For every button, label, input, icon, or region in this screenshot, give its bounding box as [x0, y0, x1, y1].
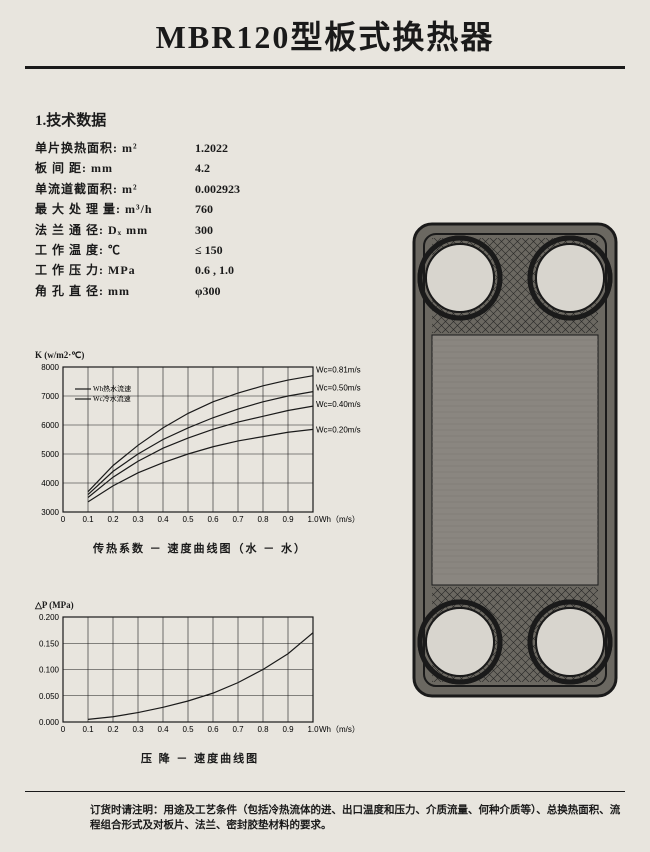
svg-text:0: 0: [61, 725, 66, 734]
svg-text:0.050: 0.050: [39, 692, 60, 701]
spec-label: 工 作 温 度: ℃: [35, 240, 195, 260]
svg-text:0.1: 0.1: [82, 725, 94, 734]
svg-text:8000: 8000: [41, 363, 59, 372]
svg-text:0.000: 0.000: [39, 718, 60, 727]
svg-text:0.3: 0.3: [132, 725, 144, 734]
svg-text:Wc冷水流速: Wc冷水流速: [93, 394, 131, 403]
svg-text:0.3: 0.3: [132, 515, 144, 524]
spec-label: 单流道截面积: m²: [35, 179, 195, 199]
spec-label: 工 作 压 力: MPa: [35, 260, 195, 280]
footer-rule: [25, 791, 625, 792]
chart2-caption: 压 降 － 速度曲线图: [35, 750, 365, 766]
svg-text:0.6: 0.6: [207, 725, 219, 734]
svg-text:0.5: 0.5: [182, 725, 194, 734]
chart1-caption: 传热系数 － 速度曲线图（水 － 水）: [35, 540, 365, 556]
svg-text:1.0: 1.0: [307, 725, 319, 734]
svg-text:1.0: 1.0: [307, 515, 319, 524]
svg-text:Wh（m/s）: Wh（m/s）: [319, 515, 360, 524]
svg-text:0.9: 0.9: [282, 515, 294, 524]
chart1-y-title: K (w/m2·℃): [35, 350, 365, 361]
svg-text:0.4: 0.4: [157, 725, 169, 734]
title-rule: [25, 66, 625, 69]
chart1-svg: 0 0.1 0.2 0.3 0.4 0.5 0.6 0.7 0.8 0.9 1.0 3000 4000 5…: [35, 363, 363, 530]
svg-text:0.200: 0.200: [39, 613, 60, 622]
svg-text:5000: 5000: [41, 450, 59, 459]
spec-value: ≤ 150: [195, 240, 223, 260]
spec-label: 法 兰 通 径: Dₓ mm: [35, 220, 195, 240]
footer-note: 订货时请注明：用途及工艺条件（包括冷热流体的进、出口温度和压力、介质流量、何种介…: [90, 803, 625, 835]
svg-text:0.8: 0.8: [257, 515, 269, 524]
page-title: MBR120型板式换热器: [0, 0, 650, 58]
spec-label: 单片换热面积: m²: [35, 138, 195, 158]
svg-text:Wc=0.20m/s: Wc=0.20m/s: [316, 425, 361, 434]
plate-illustration: [410, 220, 620, 700]
spec-value: 0.002923: [195, 179, 240, 199]
spec-value: 760: [195, 199, 213, 219]
svg-text:7000: 7000: [41, 392, 59, 401]
svg-text:3000: 3000: [41, 508, 59, 517]
svg-text:Wc=0.50m/s: Wc=0.50m/s: [316, 384, 361, 393]
svg-text:0.100: 0.100: [39, 666, 60, 675]
svg-text:Wc=0.40m/s: Wc=0.40m/s: [316, 400, 361, 409]
svg-text:0.8: 0.8: [257, 725, 269, 734]
svg-text:0: 0: [61, 515, 66, 524]
svg-text:0.7: 0.7: [232, 515, 244, 524]
svg-text:0.4: 0.4: [157, 515, 169, 524]
svg-text:Wh（m/s）: Wh（m/s）: [319, 725, 360, 734]
spec-label: 最 大 处 理 量: m³/h: [35, 199, 195, 219]
svg-text:0.9: 0.9: [282, 725, 294, 734]
svg-text:6000: 6000: [41, 421, 59, 430]
spec-value: φ300: [195, 281, 221, 301]
svg-text:Wh热水流速: Wh热水流速: [93, 384, 131, 393]
spec-row: 板 间 距: mm4.2: [35, 158, 650, 178]
spec-value: 1.2022: [195, 138, 228, 158]
svg-text:0.150: 0.150: [39, 639, 60, 648]
pressure-drop-chart: △P (MPa) 0 0.1 0.2 0.3 0.4 0.5 0.6 0.7 0.8 0.9 1.0…: [35, 600, 365, 766]
spec-value: 0.6 , 1.0: [195, 260, 234, 280]
spec-label: 板 间 距: mm: [35, 158, 195, 178]
plate-svg: [410, 220, 620, 700]
spec-label: 角 孔 直 径: mm: [35, 281, 195, 301]
svg-text:0.5: 0.5: [182, 515, 194, 524]
svg-text:0.7: 0.7: [232, 725, 244, 734]
svg-text:0.2: 0.2: [107, 515, 119, 524]
spec-row: 最 大 处 理 量: m³/h760: [35, 199, 650, 219]
svg-text:4000: 4000: [41, 479, 59, 488]
svg-text:0.2: 0.2: [107, 725, 119, 734]
svg-text:0.1: 0.1: [82, 515, 94, 524]
spec-row: 单流道截面积: m²0.002923: [35, 179, 650, 199]
spec-value: 300: [195, 220, 213, 240]
heat-transfer-chart: K (w/m2·℃) 0 0.1 0.2 0.3 0.4 0.5 0.6 0.7 0.8 0.9 1…: [35, 350, 365, 556]
svg-text:0.6: 0.6: [207, 515, 219, 524]
section-heading: 1.技术数据: [35, 109, 650, 130]
spec-value: 4.2: [195, 158, 210, 178]
chart2-svg: 0 0.1 0.2 0.3 0.4 0.5 0.6 0.7 0.8 0.9 1.0 0.000 0.05…: [35, 613, 363, 740]
chart2-y-title: △P (MPa): [35, 600, 365, 611]
spec-row: 单片换热面积: m²1.2022: [35, 138, 650, 158]
svg-text:Wc=0.81m/s: Wc=0.81m/s: [316, 366, 361, 375]
